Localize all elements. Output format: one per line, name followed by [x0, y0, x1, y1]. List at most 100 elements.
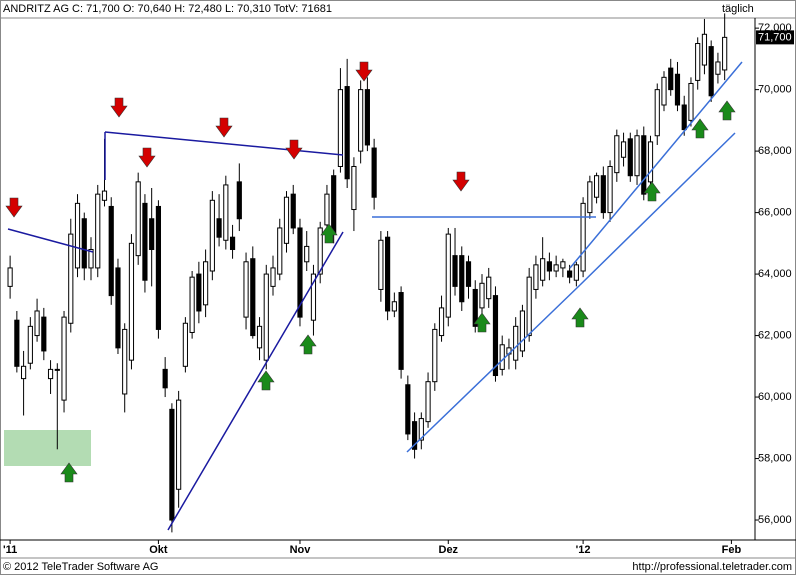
- candle-body: [620, 141, 627, 158]
- candle-body: [189, 276, 195, 333]
- y-tick-label: 64,000: [758, 268, 792, 280]
- x-tick-label: Nov: [290, 544, 312, 556]
- candle-body: [479, 282, 485, 309]
- candle-body: [627, 138, 633, 177]
- x-tick-label: Dez: [439, 544, 459, 556]
- candle-body: [7, 267, 13, 287]
- signal-arrow: [571, 307, 589, 328]
- last-price-box: [756, 30, 794, 45]
- y-tick-label: 58,000: [758, 452, 792, 464]
- candle-body: [304, 245, 310, 263]
- candle-body: [654, 89, 660, 137]
- x-tick-label: Feb: [722, 544, 742, 556]
- candle-body: [573, 264, 579, 281]
- candle-body: [614, 135, 620, 174]
- candle-body: [513, 325, 519, 361]
- candle-body: [34, 310, 40, 337]
- trend-line: [579, 132, 736, 286]
- trend-line: [7, 228, 94, 253]
- candle-body: [405, 384, 411, 435]
- candle-body: [715, 61, 721, 75]
- candle-body: [182, 322, 188, 367]
- signal-arrow: [285, 139, 303, 160]
- candle-body: [122, 328, 128, 395]
- candle-body: [196, 273, 202, 312]
- signal-arrow: [473, 312, 491, 333]
- signal-arrow: [320, 223, 338, 244]
- highlight-box: [4, 430, 91, 466]
- y-tick-label: 68,000: [758, 145, 792, 157]
- candle-body: [418, 418, 424, 441]
- candle-body: [61, 316, 67, 401]
- candle-body: [324, 193, 330, 226]
- candle-body: [364, 89, 370, 146]
- y-tick-label: 56,000: [758, 514, 792, 526]
- signal-arrow: [110, 97, 128, 118]
- x-tick-label: '12: [576, 544, 591, 556]
- signal-arrow: [60, 462, 78, 483]
- candle-body: [290, 193, 296, 229]
- footer-right: http://professional.teletrader.com: [632, 561, 792, 573]
- candle-body: [668, 67, 674, 91]
- candle-body: [128, 242, 135, 361]
- signal-arrow: [643, 181, 661, 202]
- candle-body: [647, 141, 654, 183]
- candle-body: [661, 76, 667, 106]
- candle-body: [81, 218, 87, 269]
- candle-body: [95, 193, 101, 269]
- candle-body: [371, 147, 377, 198]
- signal-arrow: [691, 118, 709, 139]
- candle-body: [560, 261, 566, 269]
- candle-body: [297, 227, 303, 318]
- candle-body: [270, 267, 276, 287]
- candle-body: [641, 135, 647, 195]
- candle-body: [256, 325, 263, 349]
- candle-body: [209, 199, 215, 272]
- arrows: [5, 61, 736, 483]
- candle-body: [459, 255, 465, 303]
- candle-body: [358, 89, 364, 152]
- candle-body: [14, 319, 20, 367]
- candle-body: [283, 196, 290, 244]
- candle-body: [263, 273, 269, 361]
- candle-body: [74, 202, 81, 269]
- candle-body: [115, 267, 121, 349]
- candle-body: [250, 258, 256, 337]
- candle-body: [533, 264, 539, 290]
- candle-body: [101, 190, 108, 201]
- candle-body: [695, 43, 701, 81]
- candle-body: [634, 135, 640, 177]
- candle-body: [203, 261, 209, 306]
- candle-body: [688, 82, 694, 121]
- signal-arrow: [138, 147, 156, 168]
- candle-body: [337, 89, 344, 167]
- candle-body: [378, 239, 384, 290]
- candle-body: [236, 181, 242, 220]
- chart-title: ANDRITZ AG C: 71,700 O: 70,640 H: 72,480…: [3, 3, 332, 15]
- candle-body: [277, 227, 283, 275]
- candle-body: [149, 218, 155, 250]
- candle-body: [540, 258, 546, 281]
- candle-body: [385, 236, 391, 312]
- candle-body: [88, 248, 94, 269]
- trend-line: [406, 284, 581, 453]
- candle-body: [526, 276, 532, 337]
- candle-body: [398, 292, 404, 370]
- candle-body: [169, 408, 175, 521]
- candle-body: [708, 46, 714, 97]
- y-tick-label: 66,000: [758, 207, 792, 219]
- candle-body: [701, 33, 708, 66]
- y-tick-label: 60,000: [758, 391, 792, 403]
- signal-arrow: [5, 197, 23, 218]
- candle-body: [162, 368, 168, 389]
- candle-body: [142, 202, 148, 281]
- candle-body: [317, 227, 323, 275]
- plot: 56,000 58,000 60,000 62,000 64,000 66,000 68,0…: [3, 13, 794, 556]
- x-tick-label: Okt: [149, 544, 168, 556]
- trend-lines: [7, 61, 743, 531]
- candle-body: [344, 86, 350, 180]
- candle-body: [681, 104, 687, 131]
- signal-arrow: [257, 370, 275, 391]
- candle-body: [176, 399, 182, 490]
